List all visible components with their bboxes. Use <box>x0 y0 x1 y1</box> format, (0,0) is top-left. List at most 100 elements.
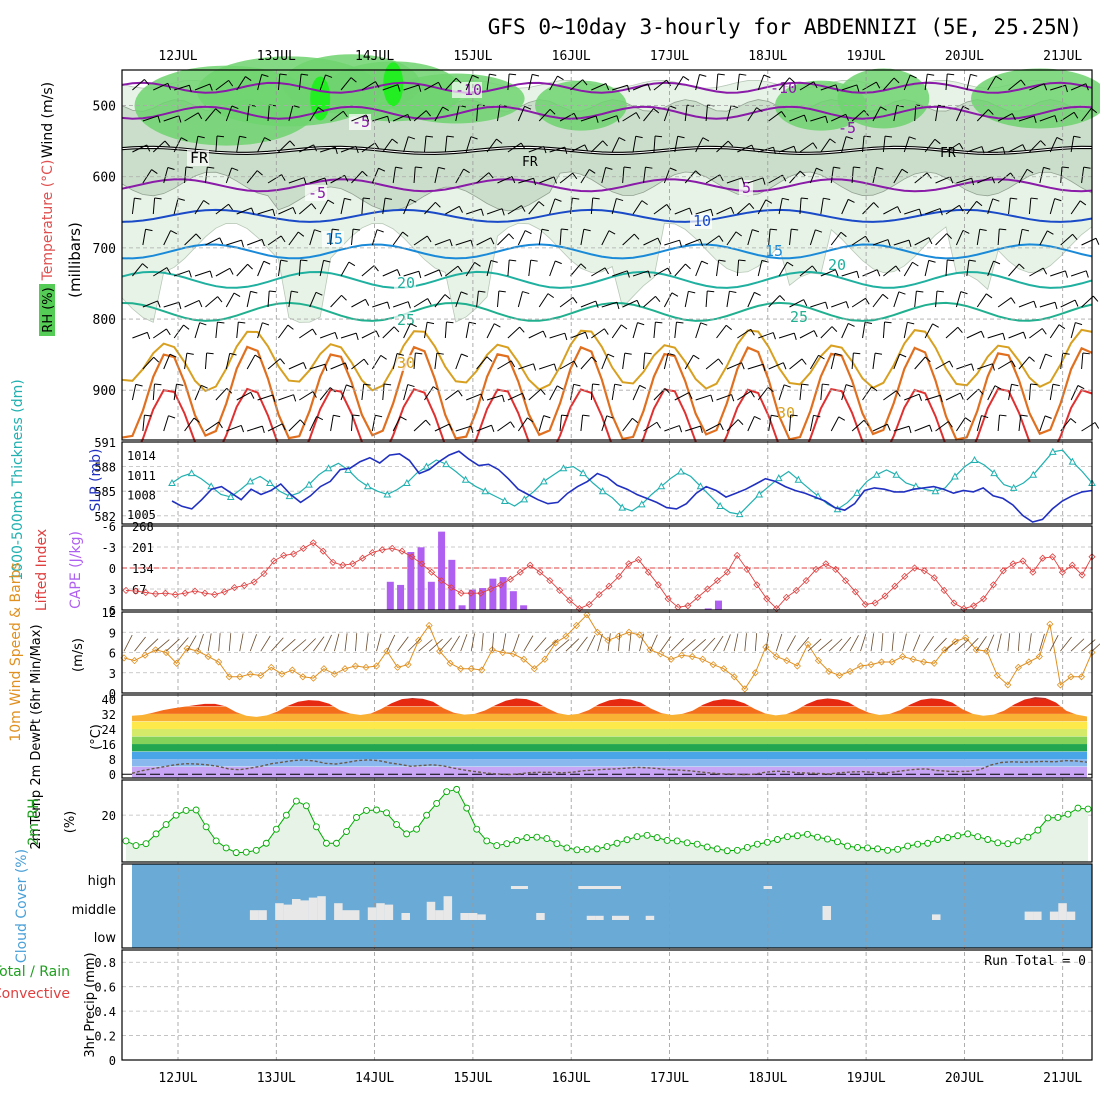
wind-barb <box>257 322 263 339</box>
wind-barb-flag <box>261 426 265 434</box>
wind-barb-flag <box>815 229 823 233</box>
rh2m-point <box>733 846 741 854</box>
wind-barb <box>778 332 795 339</box>
wind-barb <box>236 76 246 91</box>
wind-barb <box>423 322 428 339</box>
wind-barb-flag <box>848 322 855 327</box>
wind-barb <box>1018 229 1023 246</box>
cloud-level-label: low <box>94 931 117 946</box>
li-point <box>250 578 258 586</box>
wind-barb-flag <box>1010 197 1018 200</box>
wind-barb-flag <box>348 261 356 267</box>
temp-band <box>132 759 1087 767</box>
wind-barb-flag <box>409 198 417 203</box>
wind10-point <box>604 636 612 644</box>
wind-barb-flag <box>272 209 276 217</box>
rh2m-point <box>783 833 791 841</box>
wind10-point <box>415 636 423 644</box>
wind-barb-flag <box>948 421 953 428</box>
wind-barb-flag <box>176 383 184 386</box>
wind-barb <box>267 235 282 246</box>
wind-barb-flag <box>739 73 747 76</box>
wind-barb-flag <box>472 74 479 79</box>
wind-barb-flag <box>813 330 818 338</box>
wind10-barb <box>849 635 859 652</box>
isotherm-15 <box>121 243 1093 260</box>
wind-barb-flag <box>624 352 632 355</box>
thickness-point <box>168 478 176 486</box>
wind10-tick-label: 9 <box>109 626 116 640</box>
wind-barb-flag <box>287 324 294 330</box>
wind-barb <box>278 324 289 339</box>
wind-barb-flag <box>887 239 891 247</box>
wind-barb-flag <box>717 73 725 76</box>
wind-barb-flag <box>251 207 255 215</box>
li-point <box>999 567 1007 575</box>
wind-barb <box>236 136 240 153</box>
wind-barb-flag <box>618 137 626 142</box>
cape-axis-label: CAPE (J/kg) <box>68 531 84 609</box>
wind-barb <box>403 384 409 401</box>
wind-barb-flag <box>355 146 359 154</box>
wind10-barb <box>1028 633 1032 652</box>
wind-barb-flag <box>289 140 296 147</box>
wind-barb-flag <box>770 228 778 231</box>
wind-barb-flag <box>313 144 318 152</box>
wind-barb <box>298 74 302 91</box>
wind-barb <box>1018 168 1028 184</box>
wind-barb <box>903 261 913 277</box>
day-label-bottom: 18JUL <box>748 1071 787 1086</box>
wind10-barb <box>302 638 316 652</box>
isotherm-minus5 <box>121 105 1093 120</box>
wind-barb-flag <box>636 300 641 307</box>
wind-barb-flag <box>458 206 463 213</box>
day-label-top: 13JUL <box>257 49 296 64</box>
wind-barb <box>966 260 970 277</box>
wind-barb <box>538 415 545 432</box>
wind-barb-flag <box>342 110 348 118</box>
wind-barb-flag <box>895 265 901 272</box>
wind-barb-flag <box>801 197 809 200</box>
wind10-point <box>720 665 728 673</box>
isotherm-label: 25 <box>397 311 415 329</box>
rh2m-point <box>493 842 501 850</box>
rh2m-point <box>974 833 982 841</box>
wind-barb-flag <box>553 176 557 184</box>
day-label-bottom: 14JUL <box>355 1071 394 1086</box>
cloud-high-bar <box>510 886 528 889</box>
wind-barb-flag <box>947 73 955 76</box>
wind-barb-flag <box>773 147 776 155</box>
wind-barb <box>987 146 1004 153</box>
wind-barb <box>476 424 492 432</box>
wind-barb-flag <box>782 197 790 201</box>
rh2m-point <box>132 842 140 850</box>
rh2m-point <box>894 845 902 853</box>
li-point <box>191 587 199 595</box>
wind10-point <box>130 657 139 665</box>
wind-barb-flag <box>281 174 286 181</box>
wind-barb-flag <box>561 414 569 417</box>
wind10-barb <box>523 635 534 652</box>
wind-barb-flag <box>847 198 855 203</box>
wind-barb <box>747 177 764 184</box>
wind-barb <box>883 206 898 215</box>
wind10-point <box>888 658 896 666</box>
thickness-point <box>540 477 548 485</box>
wind-barb-flag <box>1029 356 1035 362</box>
wind-barb <box>1049 384 1054 401</box>
cape-bar <box>479 588 487 610</box>
wind-barb <box>184 353 188 370</box>
cape-frame <box>121 525 1093 611</box>
wind-barb <box>194 136 199 153</box>
cloud-bar <box>367 907 377 920</box>
wind-barb-flag <box>772 332 776 340</box>
wind-barb-flag <box>493 323 501 328</box>
wind-barb <box>215 136 218 153</box>
wind-barb-flag <box>782 174 787 182</box>
wind10-barb <box>460 634 468 652</box>
temp-band <box>132 728 1087 737</box>
wind-barb <box>1070 270 1087 277</box>
wind-barb-flag <box>763 74 771 79</box>
wind-barb <box>1018 415 1022 432</box>
wind-barb <box>643 295 656 308</box>
